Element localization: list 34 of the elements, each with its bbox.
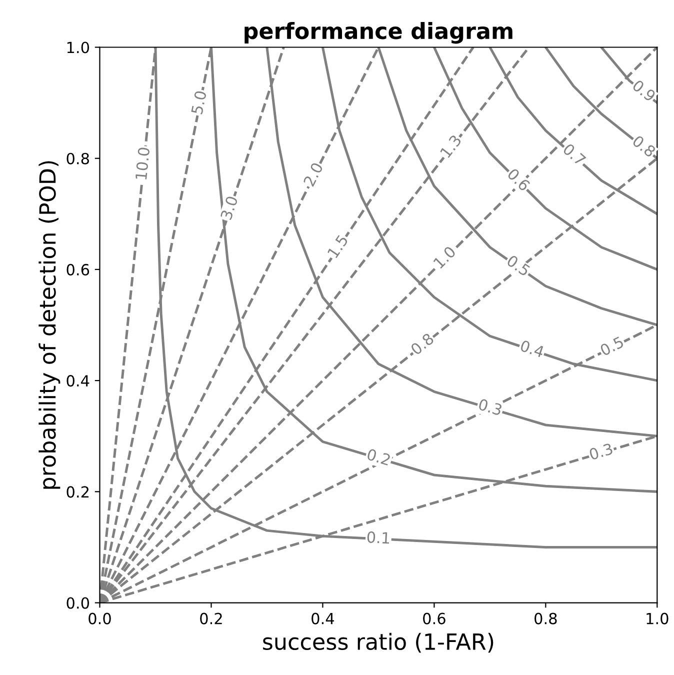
y-tick-label: 0.8 xyxy=(66,152,89,164)
x-axis-title: success ratio (1-FAR) xyxy=(263,632,494,653)
text: 0.6 xyxy=(506,168,531,192)
text: 1.5 xyxy=(327,234,348,258)
x-tick-label: 0.4 xyxy=(312,612,334,624)
text: 0.3 xyxy=(588,442,614,460)
text: 0.7 xyxy=(562,142,586,166)
series-label: 0.1 xyxy=(367,531,390,544)
x-tick-label: 1.0 xyxy=(646,612,668,624)
text: 5.0 xyxy=(190,90,207,114)
x-tick-label: 0.2 xyxy=(200,612,222,624)
y-tick-label: 0.0 xyxy=(66,597,90,609)
text: 0.2 xyxy=(366,448,391,466)
x-tick-label: 0.6 xyxy=(423,612,446,624)
text: 0.8 xyxy=(410,332,434,356)
y-tick-label: 0.4 xyxy=(66,375,90,387)
text: 0.5 xyxy=(506,254,531,277)
chart-title: performance diagram xyxy=(244,22,512,44)
text: 0.8 xyxy=(632,134,656,158)
text: 0.5 xyxy=(599,336,624,356)
text: 3.0 xyxy=(220,196,238,220)
text: 0.3 xyxy=(478,398,502,416)
text: 1.0 xyxy=(432,245,456,269)
y-tick-label: 0.6 xyxy=(66,264,90,276)
text: 0.4 xyxy=(520,340,545,358)
x-tick-label: 0.8 xyxy=(534,612,557,624)
text: 1.3 xyxy=(440,134,462,158)
y-tick-label: 1.0 xyxy=(67,42,90,54)
text: 10.0 xyxy=(135,147,150,180)
y-axis-title: probability of detection (POD) xyxy=(38,161,60,489)
x-tick-label: 0.0 xyxy=(88,612,111,624)
text: 2.0 xyxy=(303,162,324,187)
text: 0.9 xyxy=(632,79,656,102)
y-tick-label: 0.2 xyxy=(66,486,88,498)
